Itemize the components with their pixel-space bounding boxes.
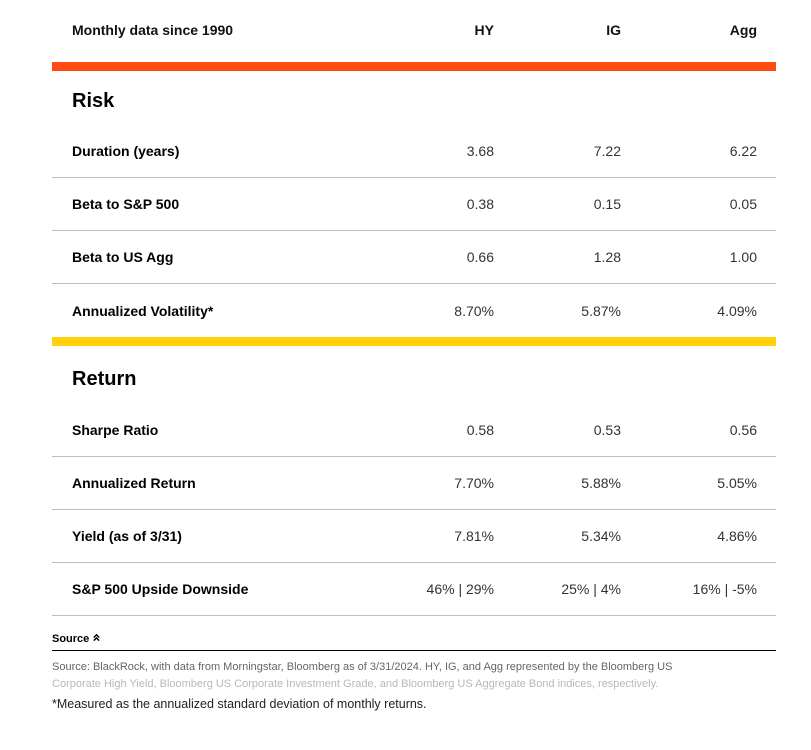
table-row: Beta to US Agg 0.66 1.28 1.00 <box>52 231 776 284</box>
return-divider-band <box>52 337 776 346</box>
footnote: *Measured as the annualized standard dev… <box>52 697 427 711</box>
cell-agg: 1.00 <box>729 249 757 265</box>
cell-agg: 0.56 <box>729 422 757 438</box>
source-toggle-button[interactable]: Source <box>52 628 776 651</box>
source-text: Source: BlackRock, with data from Mornin… <box>52 659 776 693</box>
row-label: Annualized Volatility* <box>72 302 214 319</box>
comparison-table: Monthly data since 1990 HY IG Agg Risk D… <box>52 0 776 616</box>
row-label: Duration (years) <box>72 143 180 159</box>
table-row: Beta to S&P 500 0.38 0.15 0.05 <box>52 178 776 231</box>
risk-divider-band <box>52 62 776 71</box>
cell-ig: 1.28 <box>593 249 621 265</box>
section-title-return: Return <box>72 367 137 390</box>
row-label: S&P 500 Upside Downside <box>72 581 249 597</box>
cell-hy: 0.66 <box>466 249 494 265</box>
cell-ig: 0.53 <box>593 422 621 438</box>
section-title-risk: Risk <box>72 89 115 112</box>
cell-hy: 3.68 <box>466 143 494 159</box>
cell-agg: 4.86% <box>717 528 757 544</box>
row-label: Yield (as of 3/31) <box>72 528 182 544</box>
cell-hy: 46% | 29% <box>426 581 494 597</box>
cell-agg: 5.05% <box>717 475 757 491</box>
cell-hy: 7.81% <box>454 528 494 544</box>
table-row: S&P 500 Upside Downside 46% | 29% 25% | … <box>52 563 776 616</box>
chevron-up-double-icon <box>92 633 101 645</box>
table-row: Yield (as of 3/31) 7.81% 5.34% 4.86% <box>52 510 776 563</box>
cell-agg: 16% | -5% <box>692 581 757 597</box>
header-label: Monthly data since 1990 <box>72 22 234 38</box>
table-row: Annualized Volatility* 8.70% 5.87% 4.09% <box>52 284 776 337</box>
table-row: Annualized Return 7.70% 5.88% 5.05% <box>52 457 776 510</box>
header-hy: HY <box>474 22 494 38</box>
cell-ig: 7.22 <box>593 143 621 159</box>
cell-ig: 5.87% <box>581 302 621 319</box>
header-agg: Agg <box>729 22 757 38</box>
cell-ig: 0.15 <box>593 196 621 212</box>
source-text-line-2: Corporate High Yield, Bloomberg US Corpo… <box>52 678 659 690</box>
cell-agg: 0.05 <box>729 196 757 212</box>
table-row: Sharpe Ratio 0.58 0.53 0.56 <box>52 404 776 457</box>
source-text-line-1: Source: BlackRock, with data from Mornin… <box>52 661 673 673</box>
source-block: Source Source: BlackRock, with data from… <box>52 628 776 711</box>
header-ig: IG <box>606 22 621 38</box>
cell-agg: 6.22 <box>729 143 757 159</box>
cell-hy: 8.70% <box>454 302 494 319</box>
cell-ig: 5.34% <box>581 528 621 544</box>
row-label: Beta to S&P 500 <box>72 196 180 212</box>
table-header: Monthly data since 1990 HY IG Agg <box>52 0 776 60</box>
cell-ig: 25% | 4% <box>561 581 621 597</box>
cell-agg: 4.09% <box>717 302 757 319</box>
row-label: Sharpe Ratio <box>72 422 159 438</box>
risk-section: Duration (years) 3.68 7.22 6.22 Beta to … <box>52 125 776 337</box>
cell-hy: 7.70% <box>454 475 494 491</box>
cell-ig: 5.88% <box>581 475 621 491</box>
cell-hy: 0.38 <box>466 196 494 212</box>
return-section: Sharpe Ratio 0.58 0.53 0.56 Annualized R… <box>52 404 776 616</box>
row-label: Annualized Return <box>72 475 196 491</box>
table-row: Duration (years) 3.68 7.22 6.22 <box>52 125 776 178</box>
cell-hy: 0.58 <box>466 422 494 438</box>
row-label: Beta to US Agg <box>72 249 174 265</box>
source-toggle-label: Source <box>52 633 90 645</box>
